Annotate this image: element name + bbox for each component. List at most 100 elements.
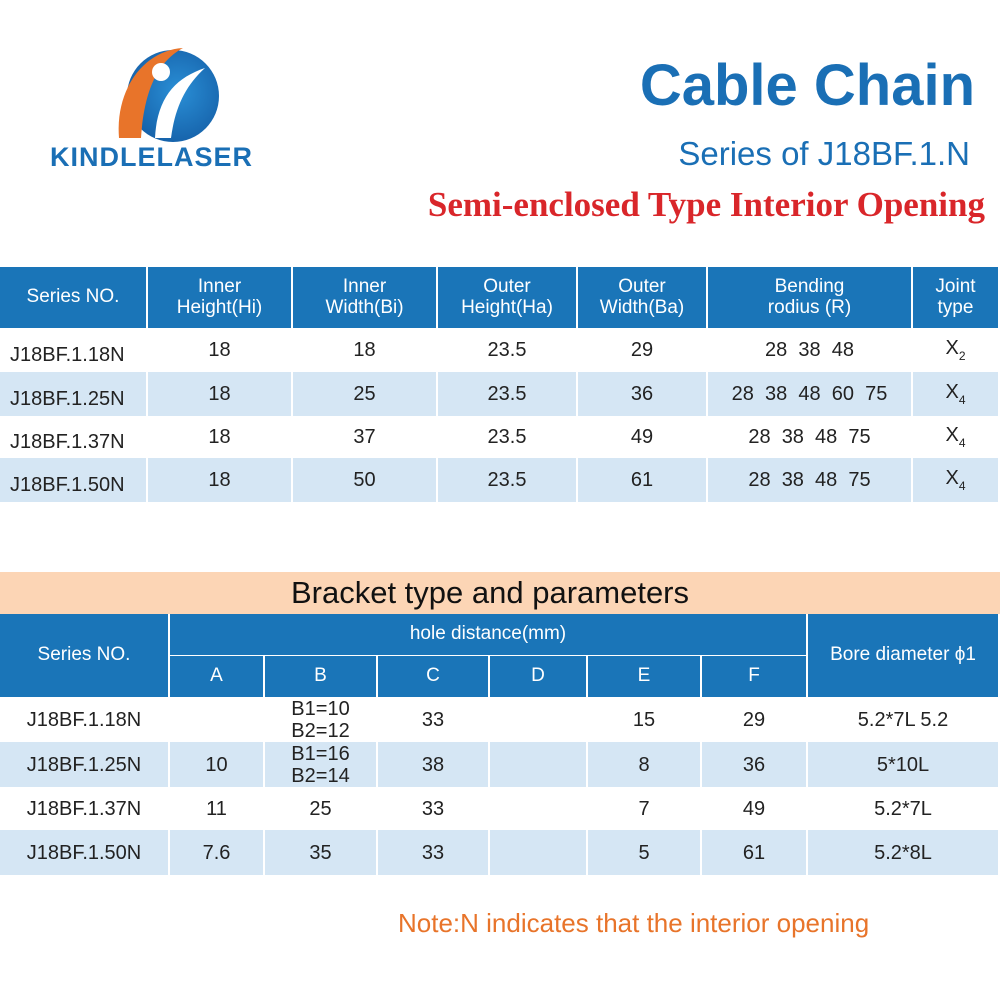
table2-cell: 25: [265, 787, 378, 830]
joint-sub: 4: [958, 392, 966, 407]
table1-header: Series NO.: [0, 267, 148, 328]
table2-cell: B1=16 B2=14: [265, 742, 378, 787]
cell-line: Inner: [342, 275, 387, 297]
cell-text: J18BF.1.37N: [26, 797, 142, 820]
table2-header: Bore diameter ϕ1: [808, 614, 1000, 697]
table2-cell: 33: [378, 787, 490, 830]
cell-text: 7.6: [202, 841, 231, 864]
cell-text: J18BF.1.50N: [10, 474, 125, 496]
cell-text: 28 38 48 60 75: [731, 383, 888, 405]
cell-text: 25: [353, 383, 376, 405]
cell-text: J18BF.1.50N: [26, 841, 142, 864]
table2-cell: [490, 787, 588, 830]
table1-cell: 23.5: [438, 328, 578, 372]
table2-cell: 7: [588, 787, 702, 830]
table2-sub-header: C: [378, 655, 490, 697]
cell-text: 10: [205, 753, 228, 776]
cell-line: Outer: [618, 275, 666, 297]
cell-text: 23.5: [487, 383, 527, 405]
table1-cell: 23.5: [438, 372, 578, 416]
table2-cell: 49: [702, 787, 808, 830]
joint-base: X: [945, 336, 959, 359]
cell-line: Height(Hi): [176, 296, 263, 318]
table2-cell: 5.2*7L: [808, 787, 1000, 830]
table1-header: Joint type: [913, 267, 1000, 328]
cell-text: 18: [208, 469, 231, 491]
cell-text: Bore diameter ϕ1: [830, 644, 976, 666]
cell-text: 23.5: [487, 339, 527, 361]
cell-text: 28 38 48: [765, 339, 854, 361]
subtitle: Semi-enclosed Type Interior Opening: [427, 185, 985, 224]
cell-text: 18: [208, 339, 231, 361]
table2-sub-header: B: [265, 655, 378, 697]
cell-text: C: [426, 665, 440, 687]
cell-text: J18BF.1.37N: [10, 431, 125, 453]
table2-cell: J18BF.1.50N: [0, 830, 170, 875]
cell-text: D: [531, 665, 545, 687]
table1-cell: 28 38 48 75: [708, 416, 913, 458]
joint-base: X: [945, 423, 959, 446]
table1-cell: 37: [293, 416, 438, 458]
table2-cell: 5.2*7L 5.2: [808, 697, 1000, 742]
cell-text: 61: [742, 841, 766, 864]
table2-cell: 11: [170, 787, 265, 830]
table1-cell: X4: [913, 416, 1000, 458]
cell-line: rodius (R): [767, 296, 852, 318]
cell-text: 15: [632, 708, 656, 731]
table2-header: Series NO.: [0, 614, 170, 697]
cell-text: hole distance(mm): [409, 623, 567, 645]
table2-sub-header: D: [490, 655, 588, 697]
cell-text: A: [210, 665, 223, 687]
table2-cell: 36: [702, 742, 808, 787]
table1-cell: 18: [293, 328, 438, 372]
title: Cable Chain: [639, 53, 975, 118]
table1-header: Outer Width(Ba): [578, 267, 708, 328]
joint-sub: 4: [958, 435, 966, 450]
cell-text: 29: [630, 339, 654, 361]
table2-title: Bracket type and parameters: [0, 572, 1000, 614]
cell-line: B1=10: [291, 697, 350, 720]
cell-line: Height(Ha): [461, 296, 553, 318]
cell-text: 8: [638, 753, 650, 776]
cell-text: 38: [421, 753, 445, 776]
cell-text: 49: [630, 426, 654, 448]
cell-line: Width(Ba): [599, 296, 685, 318]
table2-sub-header: A: [170, 655, 265, 697]
table2-group-header: hole distance(mm): [170, 614, 808, 655]
cell-text: 18: [208, 383, 231, 405]
table2-cell: 38: [378, 742, 490, 787]
joint: X4: [945, 467, 965, 493]
cell-text: 5: [638, 841, 650, 864]
joint: X2: [945, 337, 965, 363]
cell-text: F: [748, 665, 760, 687]
table2-cell: 10: [170, 742, 265, 787]
table2-cell: J18BF.1.25N: [0, 742, 170, 787]
cell-line: Bending: [774, 275, 845, 297]
cell-text: 35: [309, 841, 332, 864]
table2-cell: [490, 697, 588, 742]
joint-base: X: [945, 466, 959, 489]
joint: X4: [945, 381, 965, 407]
table1-cell: 18: [148, 372, 293, 416]
cell-text: 29: [742, 708, 766, 731]
cell-text: 18: [208, 426, 231, 448]
table2-cell: [170, 697, 265, 742]
cell-line: Series NO.: [26, 286, 120, 308]
cell-text: 28 38 48 75: [748, 469, 871, 491]
cell-text: 7: [638, 797, 650, 820]
cell-text: J18BF.1.25N: [10, 388, 125, 410]
table1-cell: X2: [913, 328, 1000, 372]
table1-cell: 18: [148, 458, 293, 502]
joint-sub: 2: [958, 348, 966, 363]
cell-text: 33: [421, 708, 445, 731]
cell-text: 33: [421, 841, 445, 864]
table2-cell: 35: [265, 830, 378, 875]
cell-line: Width(Bi): [325, 296, 404, 318]
logo: [118, 48, 219, 142]
cell-line: Joint: [935, 275, 976, 297]
cell-text: 23.5: [487, 469, 527, 491]
cell-text: J18BF.1.25N: [26, 753, 142, 776]
table2-cell: 7.6: [170, 830, 265, 875]
table1-header: Inner Width(Bi): [293, 267, 438, 328]
table1-header: Bending rodius (R): [708, 267, 913, 328]
